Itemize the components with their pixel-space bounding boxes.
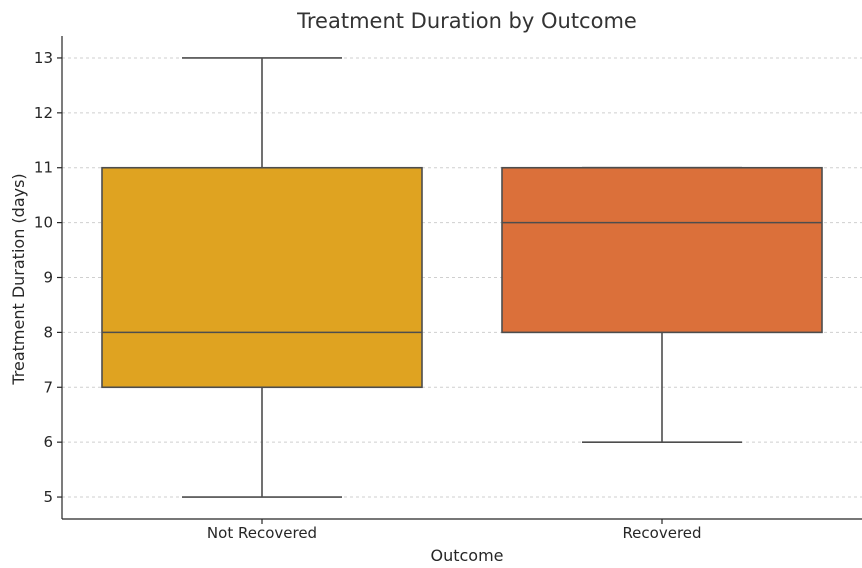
box-not-recovered bbox=[101, 57, 423, 498]
y-tick-label: 9 bbox=[43, 269, 53, 287]
y-tick-label: 8 bbox=[43, 323, 53, 341]
ticks: 5 6 7 8 9 10 11 12 13 Not Recovered Recovered bbox=[34, 49, 702, 542]
y-tick-label: 6 bbox=[43, 433, 53, 451]
y-axis-label: Treatment Duration (days) bbox=[9, 173, 28, 385]
boxes bbox=[101, 57, 823, 498]
y-tick-label: 7 bbox=[43, 378, 53, 396]
x-tick-label: Not Recovered bbox=[207, 524, 317, 542]
y-tick-label: 12 bbox=[34, 104, 53, 122]
y-tick-label: 11 bbox=[34, 159, 53, 177]
x-axis-label: Outcome bbox=[430, 546, 503, 565]
y-tick-label: 13 bbox=[34, 49, 53, 67]
chart-title: Treatment Duration by Outcome bbox=[296, 9, 637, 33]
iqr-box bbox=[101, 166, 423, 389]
box-recovered bbox=[501, 166, 823, 443]
iqr-box bbox=[501, 166, 823, 334]
y-tick-label: 10 bbox=[34, 214, 53, 232]
x-tick-label: Recovered bbox=[622, 524, 701, 542]
y-tick-label: 5 bbox=[43, 488, 53, 506]
